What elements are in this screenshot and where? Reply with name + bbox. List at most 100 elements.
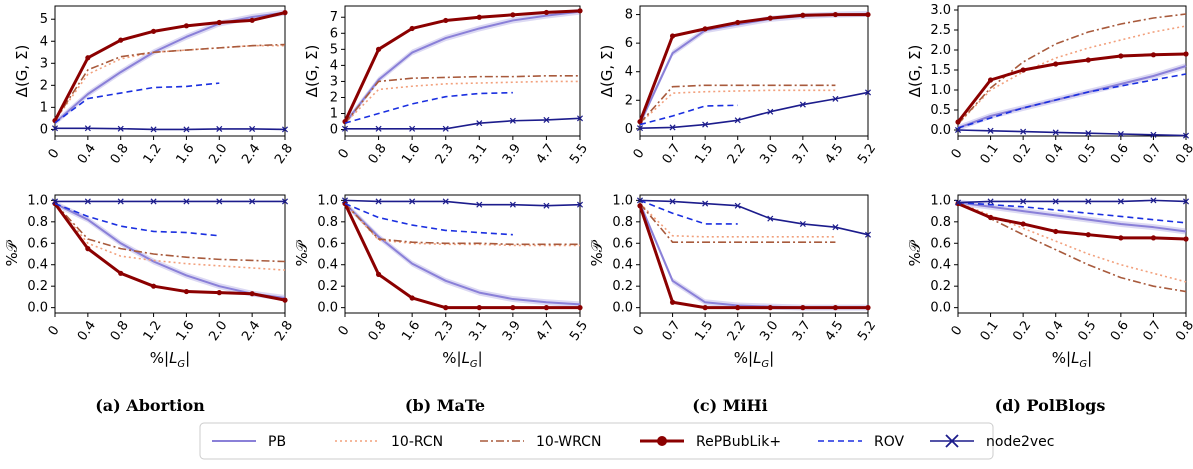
point-repbublik — [865, 305, 871, 311]
point-repbublik — [150, 283, 157, 289]
point-node2vec — [183, 198, 190, 205]
point-node2vec — [1150, 131, 1157, 138]
y-tick-label: 0.6 — [612, 236, 633, 251]
x-tick-label: 0.7 — [660, 318, 684, 344]
point-repbublik — [955, 119, 961, 125]
point-node2vec — [409, 125, 416, 132]
point-repbublik — [637, 119, 643, 125]
point-repbublik — [987, 214, 994, 221]
point-repbublik — [150, 28, 157, 34]
x-tick-label: 0.7 — [1140, 141, 1164, 167]
series-band-pb — [345, 8, 580, 127]
point-repbublik — [1118, 235, 1124, 241]
y-tick-label: 8 — [625, 8, 633, 23]
series-line-rov — [639, 104, 738, 126]
x-axis-label-part: L — [462, 349, 470, 367]
series-line-10-rcn — [639, 89, 836, 124]
y-axis-label: %𝒫 — [906, 239, 924, 266]
series-line-10-rcn — [639, 203, 836, 238]
x-axis-label-part: %| — [442, 349, 461, 367]
x-tick-label: 1.6 — [173, 141, 197, 167]
x-tick-label: 0.2 — [1010, 141, 1034, 167]
y-tick-label: 1 — [40, 100, 48, 115]
x-tick-label: 2.4 — [239, 141, 263, 167]
series-line-10-wrcn — [54, 203, 286, 263]
series-line-10-rcn — [344, 203, 580, 247]
y-tick-label: 0.8 — [612, 215, 633, 230]
point-repbublik — [1118, 53, 1124, 59]
y-tick-label: 0.2 — [930, 279, 951, 294]
x-tick-label: 3.7 — [790, 141, 814, 167]
point-repbublik — [375, 46, 382, 52]
point-node2vec — [636, 125, 644, 132]
legend-marker — [945, 434, 959, 448]
point-node2vec — [281, 198, 289, 205]
y-tick-label: 2 — [40, 78, 48, 93]
y-tick-label: 0.5 — [930, 103, 951, 118]
x-tick-label: 0.5 — [1075, 141, 1099, 167]
series-band-pb — [640, 10, 868, 127]
point-node2vec — [832, 224, 839, 231]
x-axis-label-part: | — [185, 349, 190, 367]
y-tick-label: 6 — [625, 36, 633, 51]
y-tick-label: 0 — [330, 123, 338, 138]
point-repbublik — [1020, 67, 1026, 73]
x-tick-label: 0.8 — [1173, 141, 1193, 167]
legend-item-pb: PB — [212, 434, 286, 450]
x-axis-label-part: %| — [1052, 349, 1071, 367]
y-tick-label: 3 — [40, 56, 48, 71]
y-axis-label: Δ(G, Σ) — [303, 45, 321, 98]
point-repbublik — [987, 77, 994, 83]
point-node2vec — [1150, 197, 1157, 204]
point-repbublik — [443, 17, 449, 24]
x-axis-label: %|LG| — [150, 349, 190, 370]
point-node2vec — [832, 95, 839, 102]
y-tick-label: 4 — [40, 34, 48, 49]
x-tick-label: 3.0 — [757, 318, 781, 344]
series-line-10-rcn — [344, 80, 580, 124]
series-line-repbublik — [53, 202, 286, 302]
y-axis-label: %𝒫 — [3, 239, 21, 266]
point-repbublik — [216, 19, 222, 26]
point-repbublik — [1150, 235, 1157, 241]
point-node2vec — [702, 121, 709, 128]
point-node2vec — [51, 198, 59, 205]
y-tick-label: 7 — [330, 10, 338, 25]
axes-frame — [639, 5, 869, 137]
y-axis-label: Δ(G, Σ) — [598, 45, 616, 98]
point-repbublik — [282, 10, 288, 16]
x-tick-label: 0.6 — [1108, 141, 1132, 167]
point-repbublik — [577, 305, 583, 311]
point-repbublik — [637, 203, 643, 209]
point-repbublik — [409, 295, 415, 301]
point-repbublik — [669, 33, 676, 39]
point-node2vec — [576, 201, 584, 208]
point-repbublik — [735, 305, 741, 311]
x-tick-label: 3.1 — [466, 318, 490, 344]
x-tick-label: 0 — [336, 323, 353, 338]
point-node2vec — [183, 126, 190, 133]
x-tick-label: 4.7 — [533, 318, 557, 344]
series-line-10-wrcn — [957, 13, 1187, 125]
series-line-node2vec — [957, 199, 1187, 204]
x-tick-label: 0.1 — [978, 141, 1002, 167]
series-line-repbublik — [53, 11, 286, 122]
point-node2vec — [1117, 198, 1124, 205]
point-node2vec — [84, 198, 91, 205]
x-tick-label: 0.8 — [1173, 318, 1193, 344]
point-node2vec — [442, 198, 449, 205]
x-axis-label-sub: G — [470, 359, 478, 370]
axes-frame — [957, 194, 1187, 314]
x-tick-label: 3.0 — [757, 141, 781, 167]
x-axis-label-part: L — [753, 349, 761, 367]
x-tick-label: 2.8 — [272, 141, 296, 167]
series-band-pb — [55, 9, 285, 126]
series-line-10-wrcn — [344, 203, 580, 246]
series-line-10-wrcn — [54, 43, 286, 122]
point-node2vec — [1085, 198, 1092, 205]
y-tick-label: 1.0 — [930, 83, 951, 98]
point-repbublik — [669, 299, 676, 305]
y-tick-label: 2.0 — [930, 43, 951, 58]
point-node2vec — [249, 198, 256, 205]
